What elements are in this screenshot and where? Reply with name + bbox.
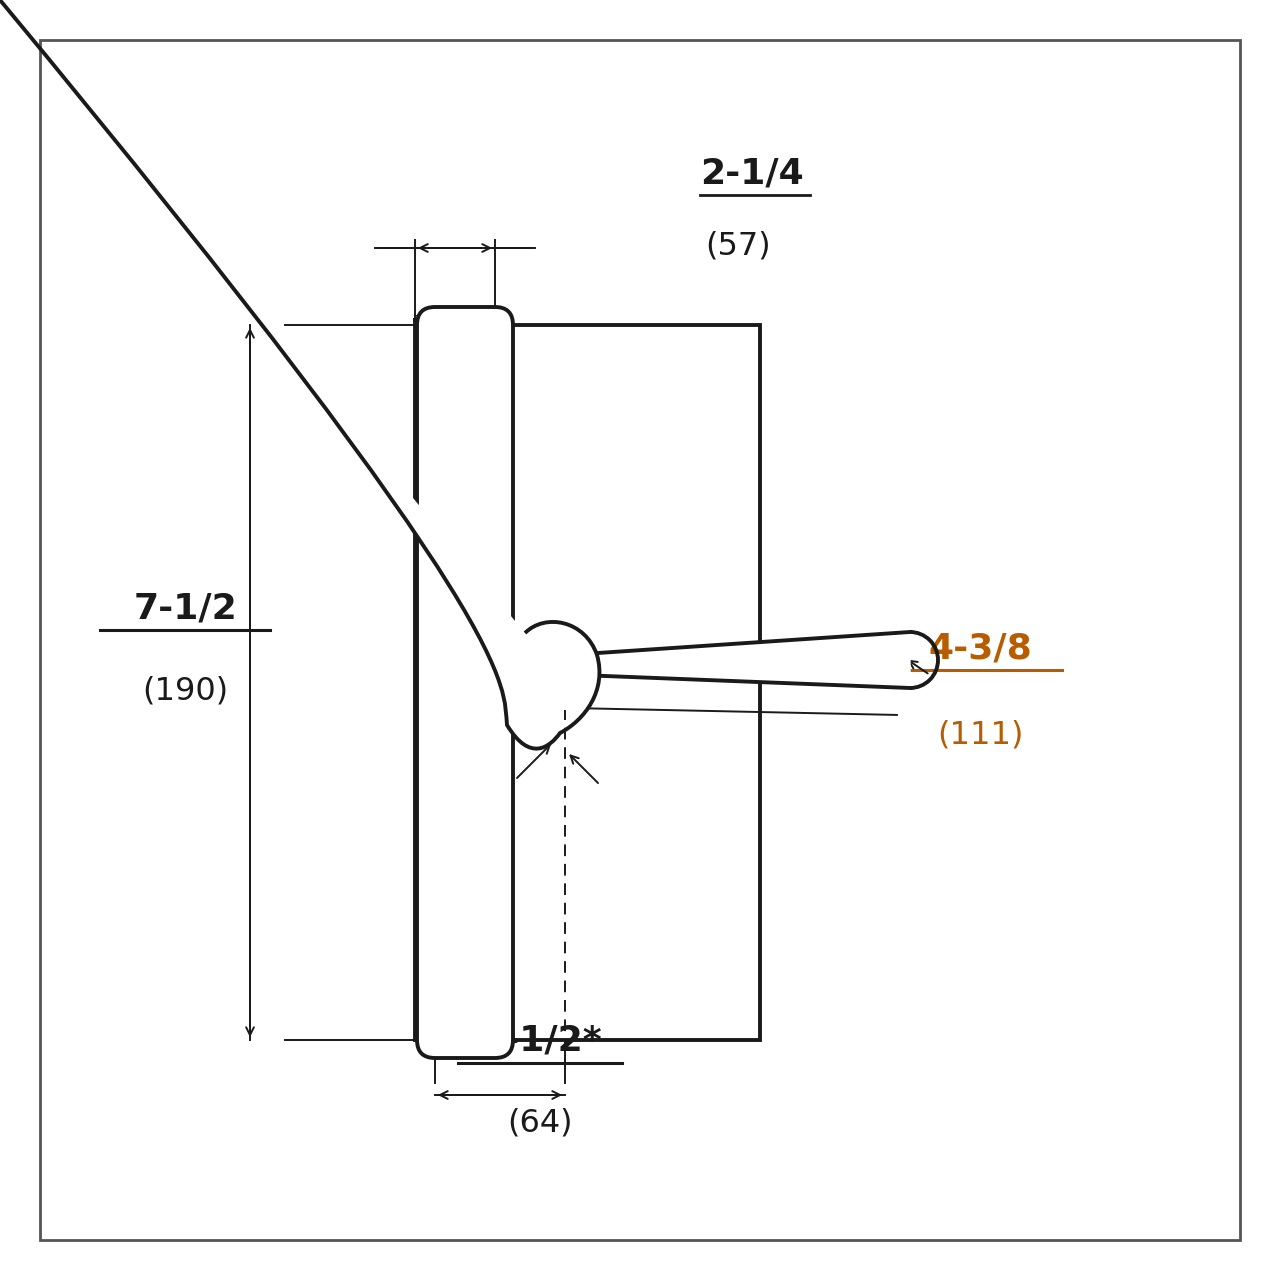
FancyBboxPatch shape bbox=[417, 307, 513, 1059]
Text: 2-1/4: 2-1/4 bbox=[700, 156, 804, 189]
Text: (64): (64) bbox=[507, 1108, 572, 1139]
PathPatch shape bbox=[0, 622, 599, 1280]
Text: (57): (57) bbox=[705, 230, 771, 261]
Bar bbox=[495, 325, 760, 1039]
Polygon shape bbox=[595, 632, 910, 689]
Text: (190): (190) bbox=[142, 675, 228, 707]
Text: 2-1/2*: 2-1/2* bbox=[479, 1024, 602, 1059]
Text: 4-3/8: 4-3/8 bbox=[928, 631, 1032, 666]
Text: (111): (111) bbox=[937, 719, 1023, 751]
Text: 7-1/2: 7-1/2 bbox=[133, 591, 237, 625]
